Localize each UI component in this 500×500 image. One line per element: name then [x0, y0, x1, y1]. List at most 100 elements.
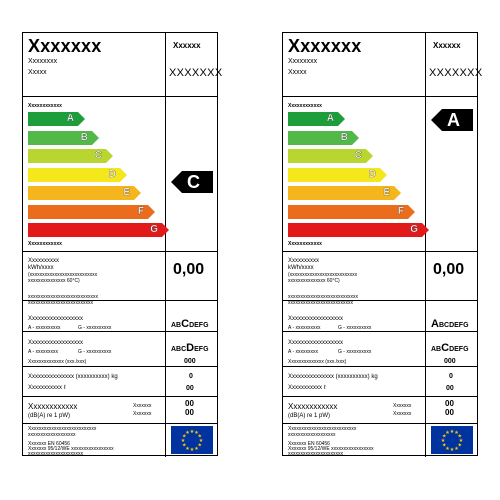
noise-value: 00 — [445, 408, 454, 417]
divider — [425, 33, 426, 457]
noise-mode: Xxxxxxx — [133, 411, 152, 417]
svg-text:★: ★ — [450, 429, 455, 435]
wash-title: Xxxxxxxxxxxxxxxxxx — [288, 316, 344, 322]
footer-line: Xxxxxxx 95/12/WE xxxxxxxxxxxxxxxxx — [28, 446, 114, 452]
efficiency-bar-e: E — [288, 186, 401, 200]
class-letters: BCDEFG — [438, 322, 469, 329]
svg-text:★: ★ — [450, 447, 455, 453]
efficiency-bar-b: B — [28, 130, 99, 145]
svg-text:★: ★ — [190, 447, 195, 453]
model-name: Xxxxxx — [433, 41, 461, 50]
efficiency-bar-g: G — [28, 223, 169, 237]
divider — [23, 423, 217, 424]
efficiency-bar-g: G — [288, 223, 429, 237]
noise-unit: (dB(A) re 1 pW) — [288, 413, 331, 419]
energy-label-left: Xxxxxxx Xxxxxx Xxxxxxxx Xxxxx XXXXXXX Xx… — [22, 32, 222, 457]
efficiency-bar-c: C — [28, 149, 113, 163]
efficiency-letter: B — [80, 131, 89, 143]
efficiency-letter: F — [137, 205, 144, 217]
efficiency-footer: Xxxxxxxxxxxx — [288, 241, 322, 247]
class-selected: C — [181, 318, 190, 330]
speed-value: 000 — [184, 358, 196, 365]
supplier-code: XXXXXXX — [429, 67, 483, 79]
consumption-label: Xxxxxxxxxx — [28, 258, 60, 264]
arrow-left-icon — [171, 171, 213, 193]
noise-value: 00 — [185, 399, 194, 408]
efficiency-letter: B — [340, 131, 349, 143]
footer-line: xxxxxxxxxxxxxxxxxxx — [28, 432, 76, 438]
water-value: 00 — [186, 385, 194, 392]
consumption-note: (xxxxxxxxxxxxxxxxxxxxxxxxxxx — [28, 272, 98, 278]
info-line: xxxxxxxxxxxxxxxxxxxxxxxxxxxx — [28, 294, 98, 300]
speed-value: 000 — [444, 358, 456, 365]
consumption-note: xxxxxxxxxxxxxxx 60°C) — [28, 278, 80, 284]
consumption-unit: kWh/xxxx — [28, 265, 54, 271]
divider — [283, 300, 477, 301]
noise-label: Xxxxxxxxxxxx — [288, 402, 338, 411]
noise-mode: Xxxxxxx — [393, 403, 412, 409]
class-letters: DEFG — [189, 322, 209, 329]
efficiency-letter: D — [108, 168, 117, 180]
spin-class: ABCDEFG — [171, 343, 209, 354]
noise-mode: Xxxxxxx — [393, 411, 412, 417]
svg-text:★: ★ — [442, 443, 447, 449]
efficiency-letter: G — [410, 224, 418, 235]
class-selected: A — [431, 318, 439, 330]
supplier-line: Xxxxx — [288, 69, 307, 76]
rating-indicator: C — [171, 171, 213, 193]
efficiency-bar-f: F — [288, 204, 415, 219]
water-label: Xxxxxxxxxxx ℓ — [28, 385, 66, 391]
svg-text:★: ★ — [458, 434, 463, 440]
info-line: xxxxxxxxxxxxxxxxxxxxxxxxxx — [288, 300, 353, 306]
info-line: xxxxxxxxxxxxxxxxxxxxxxxxxxxx — [288, 294, 358, 300]
wash-class: ABCDEFG — [171, 319, 209, 330]
wash-title: Xxxxxxxxxxxxxxxxxx — [28, 316, 84, 322]
consumption-note: (xxxxxxxxxxxxxxxxxxxxxxxxxxx — [288, 272, 358, 278]
class-selected: D — [186, 342, 195, 354]
efficiency-letter: C — [94, 150, 103, 161]
footer-line: Xxxxxxx EN 60456 — [288, 441, 330, 447]
speed-label: Xxxxxxxxxxxxxx (xxx./xxx) — [28, 359, 87, 365]
consumption-value: 0,00 — [173, 261, 205, 278]
rating-indicator: A — [431, 109, 473, 131]
arrow-left-icon — [431, 109, 473, 131]
svg-text:★: ★ — [458, 443, 463, 449]
svg-text:★: ★ — [454, 446, 459, 452]
consumption-label: Xxxxxxxxxx — [288, 258, 320, 264]
svg-text:★: ★ — [445, 430, 450, 436]
divider — [23, 396, 217, 397]
efficiency-bar-e: E — [28, 186, 141, 200]
footer-line: xxxxxxxxxxxxxxxxxxx — [288, 432, 336, 438]
footer-line: Xxxxxxx 95/12/WE xxxxxxxxxxxxxxxxx — [288, 446, 374, 452]
efficiency-heading: Xxxxxxxxxxxx — [28, 103, 62, 109]
spin-sub-g: G - xxxxxxxxxx — [78, 349, 112, 355]
efficiency-letter: C — [354, 150, 363, 161]
efficiency-letter: F — [397, 205, 404, 217]
class-letters: DEFG — [449, 346, 469, 353]
svg-text:★: ★ — [190, 429, 195, 435]
svg-text:★: ★ — [441, 438, 446, 444]
brand-name: Xxxxxxx — [288, 36, 362, 56]
capacity-value: 0 — [449, 373, 453, 380]
efficiency-letter: E — [383, 187, 390, 198]
divider — [283, 366, 477, 367]
svg-text:★: ★ — [185, 430, 190, 436]
svg-text:★: ★ — [199, 438, 204, 444]
footer-line: Xxxxxxx EN 60456 — [28, 441, 70, 447]
svg-text:★: ★ — [194, 446, 199, 452]
info-line: xxxxxxxxxxxxxxxxxxxxxxxxxx — [28, 300, 93, 306]
efficiency-bar-d: D — [28, 167, 127, 182]
svg-text:★: ★ — [181, 438, 186, 444]
efficiency-letter: E — [123, 187, 130, 198]
noise-value: 00 — [445, 399, 454, 408]
divider — [23, 251, 217, 252]
spin-class: ABCDEFG — [431, 343, 469, 354]
efficiency-bar-a: A — [28, 112, 85, 126]
supplier-line: Xxxxxxxx — [288, 58, 318, 65]
eu-flag-icon: ★ ★ ★ ★ ★ ★ ★ ★ ★ ★ ★ ★ — [171, 426, 213, 454]
capacity-label: Xxxxxxxxxxxxxxx (xxxxxxxxxx) kg — [288, 374, 378, 380]
footer-line: xxxxxxxxxxxxxxxxxxxxxx — [28, 451, 83, 457]
divider — [165, 33, 166, 457]
wash-sub-a: A - xxxxxxxxxx — [288, 325, 321, 331]
model-name: Xxxxxx — [173, 41, 201, 50]
